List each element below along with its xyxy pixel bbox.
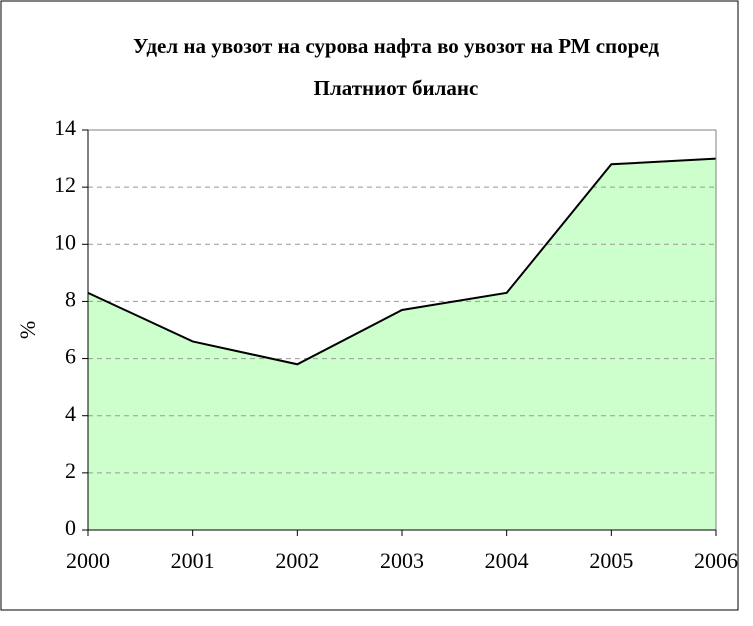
x-tick-label: 2002 bbox=[275, 548, 319, 573]
y-axis-label: % bbox=[15, 321, 40, 339]
y-tick-label: 10 bbox=[54, 229, 76, 254]
x-tick-label: 2004 bbox=[485, 548, 529, 573]
area bbox=[88, 158, 716, 531]
x-tick-label: 2001 bbox=[171, 548, 215, 573]
line bbox=[87, 157, 717, 366]
y-tick-label: 12 bbox=[54, 172, 76, 197]
y-tick-label: 6 bbox=[65, 344, 76, 369]
x-tick-label: 2000 bbox=[66, 548, 110, 573]
x-tick-label: 2006 bbox=[694, 548, 738, 573]
y-tick-label: 4 bbox=[65, 401, 76, 426]
y-tick-label: 8 bbox=[65, 286, 76, 311]
x-tick-label: 2003 bbox=[380, 548, 424, 573]
y-tick-label: 2 bbox=[65, 458, 76, 483]
chart-title: Платниот биланс bbox=[314, 76, 479, 100]
x-tick-label: 2005 bbox=[589, 548, 633, 573]
y-tick-label: 14 bbox=[54, 115, 76, 140]
chart-title: Удел на увозот на сурова нафта во увозот… bbox=[133, 34, 659, 58]
y-tick-label: 0 bbox=[65, 515, 76, 540]
